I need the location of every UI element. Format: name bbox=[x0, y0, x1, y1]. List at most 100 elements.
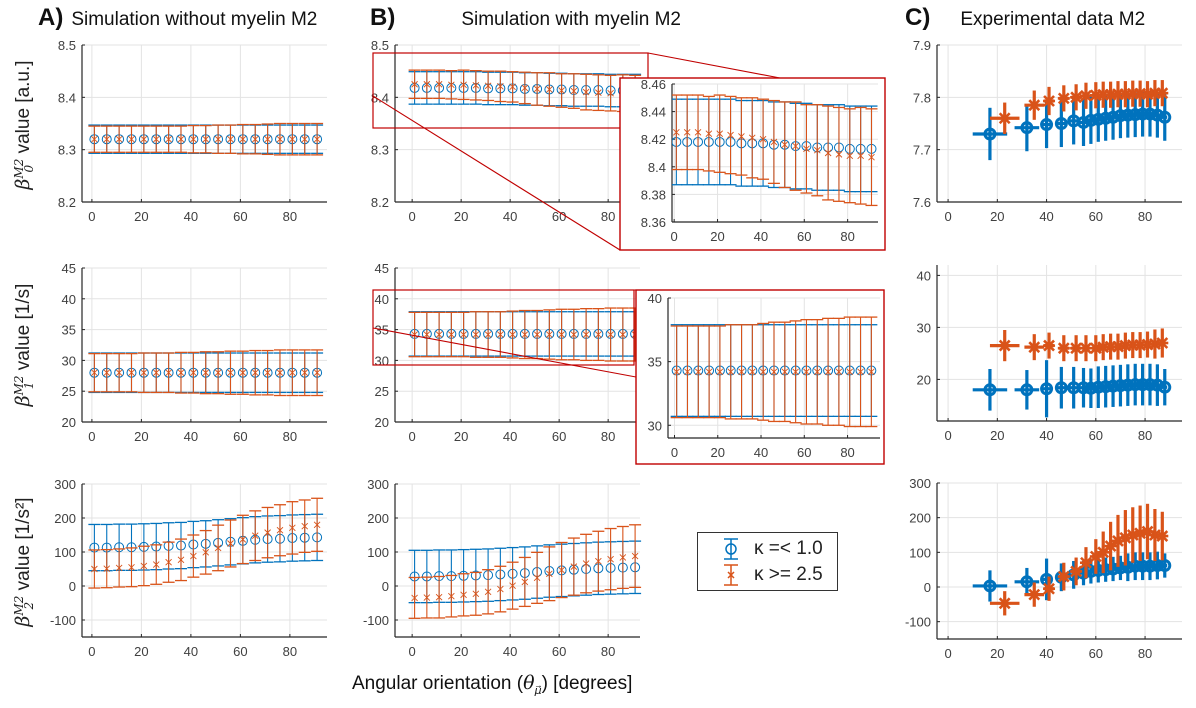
data-point-asterisk bbox=[251, 135, 259, 143]
data-point-asterisk bbox=[91, 369, 98, 377]
y-tick-label: 8.5 bbox=[58, 38, 76, 53]
y-tick-label: 40 bbox=[62, 292, 76, 307]
x-tick-label: 0 bbox=[944, 209, 951, 224]
y-tick-label: 8.3 bbox=[58, 143, 76, 158]
y-tick-label: 100 bbox=[367, 545, 389, 560]
data-point-asterisk bbox=[276, 135, 284, 143]
x-tick-label: 20 bbox=[454, 209, 468, 224]
x-tick-label: 20 bbox=[711, 445, 725, 460]
series-high-kappa bbox=[88, 122, 324, 156]
y-axis-label-text: value [a.u.] bbox=[13, 60, 34, 154]
chart-B1-inset: 0 20 40 60 80 8.36 8.38 8.4 8.42 8.44 8.46 bbox=[641, 77, 878, 244]
y-tick-label: 30 bbox=[62, 353, 76, 368]
data-point-circle bbox=[1158, 559, 1172, 573]
data-point-asterisk bbox=[716, 368, 724, 376]
y-axis-label-text: value [1/s] bbox=[13, 283, 34, 371]
chart-B2-inset: 0 20 40 60 80 30 35 40 bbox=[648, 291, 880, 460]
data-point-asterisk bbox=[570, 563, 578, 570]
data-point-asterisk bbox=[177, 369, 185, 377]
x-tick-label: 20 bbox=[454, 429, 468, 444]
data-point-asterisk bbox=[91, 135, 98, 143]
x-tick-label: 80 bbox=[1138, 428, 1152, 443]
x-tick-label: 60 bbox=[552, 644, 566, 659]
x-tick-label: 20 bbox=[134, 429, 148, 444]
y-tick-label: 300 bbox=[367, 477, 389, 492]
data-layer bbox=[972, 503, 1172, 616]
x-tick-label: 80 bbox=[840, 445, 854, 460]
y-tick-label: 0 bbox=[69, 579, 76, 594]
data-point-asterisk bbox=[276, 369, 284, 377]
y-tick-label: 8.4 bbox=[58, 90, 76, 105]
data-point-asterisk bbox=[738, 133, 745, 140]
series-high-kappa bbox=[408, 69, 642, 113]
x-tick-label: 20 bbox=[134, 209, 148, 224]
x-tick-label: 80 bbox=[1138, 646, 1152, 661]
y-tick-label: 40 bbox=[648, 291, 662, 306]
x-tick-label: 40 bbox=[503, 209, 517, 224]
series-high-kappa bbox=[989, 328, 1169, 362]
y-tick-label: 7.9 bbox=[913, 38, 931, 53]
data-point-asterisk bbox=[460, 591, 467, 599]
data-point-asterisk bbox=[521, 84, 529, 92]
data-point-circle bbox=[983, 127, 997, 141]
data-point-asterisk bbox=[152, 561, 160, 568]
beta-symbol: β bbox=[12, 615, 34, 627]
data-point-asterisk bbox=[239, 536, 247, 543]
data-point-asterisk bbox=[558, 87, 565, 94]
data-point-asterisk bbox=[582, 88, 590, 96]
data-point-circle bbox=[1077, 115, 1091, 129]
data-point-asterisk bbox=[435, 331, 443, 338]
data-point-asterisk bbox=[128, 369, 135, 377]
data-point-circle bbox=[1020, 121, 1034, 135]
x-tick-label: 80 bbox=[840, 229, 854, 244]
data-point-asterisk bbox=[868, 368, 875, 376]
y-tick-label: 30 bbox=[917, 320, 931, 335]
y-tick-label: 300 bbox=[909, 476, 931, 491]
y-tick-label: 40 bbox=[917, 268, 931, 283]
y-tick-label: 8.2 bbox=[58, 195, 76, 210]
x-tick-label: 20 bbox=[454, 644, 468, 659]
data-point-asterisk bbox=[770, 368, 778, 376]
data-point-asterisk bbox=[301, 522, 309, 530]
y-tick-label: 200 bbox=[909, 511, 931, 526]
data-point-asterisk bbox=[533, 574, 541, 582]
data-point-asterisk bbox=[857, 152, 864, 160]
x-tick-label: 0 bbox=[671, 445, 678, 460]
data-point-asterisk bbox=[759, 368, 767, 376]
x-tick-label: 0 bbox=[944, 646, 951, 661]
y-tick-label: 8.42 bbox=[641, 132, 666, 147]
subscript: μ⃗ bbox=[534, 684, 542, 697]
y-tick-label: 30 bbox=[375, 353, 389, 368]
data-point-asterisk bbox=[152, 369, 160, 377]
x-tick-label: 60 bbox=[552, 429, 566, 444]
x-tick-label: 0 bbox=[671, 229, 678, 244]
y-tick-label: 35 bbox=[62, 323, 76, 338]
data-point-asterisk bbox=[738, 368, 745, 376]
x-tick-label: 40 bbox=[184, 209, 198, 224]
data-layer bbox=[408, 524, 642, 619]
x-tick-label: 80 bbox=[601, 644, 615, 659]
x-tick-label: 80 bbox=[283, 429, 297, 444]
data-point-asterisk bbox=[684, 368, 691, 376]
data-point-asterisk bbox=[165, 558, 172, 566]
data-point-asterisk bbox=[727, 131, 734, 139]
data-point-asterisk bbox=[115, 135, 123, 143]
data-point-asterisk bbox=[509, 331, 516, 338]
data-point-asterisk bbox=[813, 146, 821, 154]
data-point-asterisk bbox=[497, 331, 504, 338]
y-tick-label: 100 bbox=[54, 545, 76, 560]
y-tick-label: 25 bbox=[62, 384, 76, 399]
y-tick-label: 200 bbox=[367, 511, 389, 526]
x-axis-label: Angular orientation (θμ⃗) [degrees] bbox=[352, 672, 632, 697]
y-tick-label: 45 bbox=[62, 261, 76, 276]
y-tick-label: 25 bbox=[375, 384, 389, 399]
y-tick-label: -100 bbox=[363, 613, 389, 628]
y-tick-label: 20 bbox=[917, 372, 931, 387]
x-tick-label: 0 bbox=[88, 429, 95, 444]
data-point-circle bbox=[1054, 117, 1068, 130]
data-point-asterisk bbox=[595, 331, 602, 338]
data-point-asterisk bbox=[521, 578, 529, 586]
data-point-asterisk bbox=[484, 588, 492, 596]
data-point-asterisk bbox=[781, 141, 789, 149]
data-point-asterisk bbox=[835, 368, 843, 376]
